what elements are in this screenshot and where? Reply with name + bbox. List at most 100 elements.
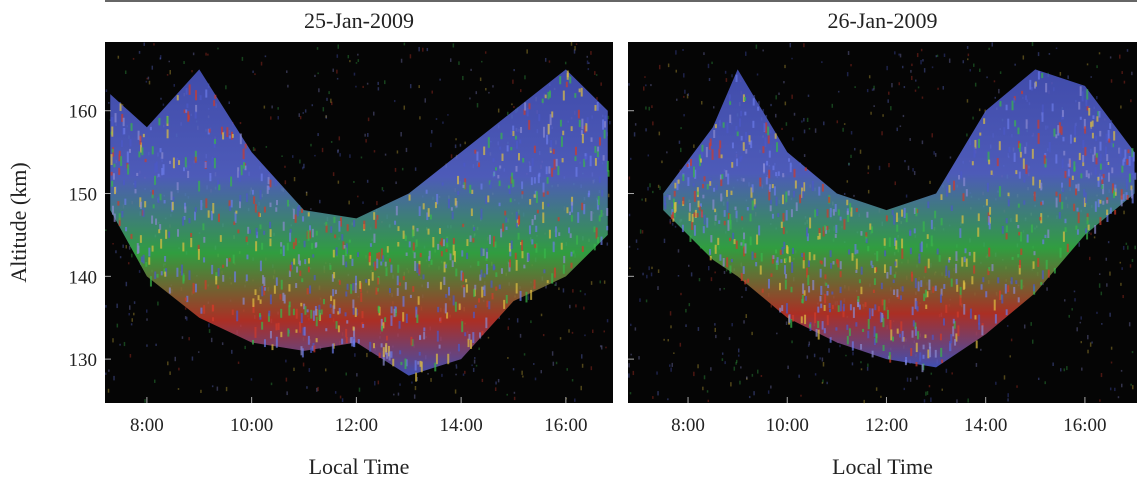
echo-speckle xyxy=(320,309,323,315)
echo-speckle xyxy=(402,296,405,307)
echo-speckle xyxy=(999,101,1002,107)
echo-speckle xyxy=(457,191,460,196)
noise-speckle xyxy=(133,312,135,316)
echo-speckle xyxy=(257,295,260,301)
echo-speckle xyxy=(597,146,600,152)
echo-speckle xyxy=(706,217,709,228)
echo-speckle xyxy=(288,301,291,308)
echo-speckle xyxy=(282,221,285,231)
echo-speckle xyxy=(368,252,371,263)
echo-speckle xyxy=(521,239,524,251)
echo-speckle xyxy=(205,198,208,209)
noise-speckle xyxy=(430,142,432,148)
echo-speckle xyxy=(828,308,831,313)
echo-speckle xyxy=(405,359,408,367)
echo-speckle xyxy=(1128,173,1131,183)
echo-speckle xyxy=(581,202,584,211)
noise-speckle xyxy=(1109,56,1112,59)
echo-speckle xyxy=(515,222,518,228)
noise-speckle xyxy=(645,106,647,110)
echo-speckle xyxy=(710,235,713,243)
echo-speckle xyxy=(114,186,117,195)
echo-speckle xyxy=(134,189,137,194)
noise-speckle xyxy=(1044,381,1046,385)
echo-speckle xyxy=(929,346,932,358)
echo-speckle xyxy=(478,162,481,168)
echo-speckle xyxy=(390,351,393,358)
echo-speckle xyxy=(299,270,302,277)
echo-speckle xyxy=(580,87,583,97)
echo-speckle xyxy=(709,181,712,186)
noise-speckle xyxy=(475,364,478,367)
echo-speckle xyxy=(962,280,965,290)
echo-speckle xyxy=(823,225,826,231)
echo-speckle xyxy=(1076,207,1079,212)
noise-speckle xyxy=(590,366,593,371)
echo-speckle xyxy=(1095,154,1098,165)
noise-speckle xyxy=(814,128,817,133)
echo-speckle xyxy=(699,203,702,207)
echo-speckle xyxy=(956,311,959,318)
echo-speckle xyxy=(818,186,821,196)
echo-speckle xyxy=(472,332,475,343)
echo-speckle xyxy=(829,337,832,343)
noise-speckle xyxy=(931,66,934,69)
echo-speckle xyxy=(1063,150,1066,156)
echo-speckle xyxy=(557,165,560,176)
noise-speckle xyxy=(301,166,304,170)
noise-speckle xyxy=(479,77,482,82)
echo-speckle xyxy=(694,209,697,218)
echo-speckle xyxy=(229,205,232,211)
echo-speckle xyxy=(1033,191,1036,202)
echo-speckle xyxy=(462,223,465,228)
echo-speckle xyxy=(493,266,496,270)
echo-speckle xyxy=(436,330,439,342)
echo-speckle xyxy=(801,182,804,192)
echo-speckle xyxy=(557,217,560,222)
echo-speckle xyxy=(405,313,408,324)
echo-speckle xyxy=(1101,179,1104,184)
noise-speckle xyxy=(646,274,648,279)
noise-speckle xyxy=(575,304,577,308)
echo-speckle xyxy=(1025,95,1028,100)
noise-speckle xyxy=(1119,261,1122,264)
echo-speckle xyxy=(1005,218,1008,224)
echo-speckle xyxy=(553,159,556,170)
echo-speckle xyxy=(388,288,391,293)
noise-speckle xyxy=(1132,385,1134,390)
echo-speckle xyxy=(821,183,824,192)
echo-speckle xyxy=(1048,141,1051,153)
echo-speckle xyxy=(192,282,195,294)
echo-speckle xyxy=(439,241,442,246)
echo-speckle xyxy=(753,198,756,207)
noise-speckle xyxy=(677,274,680,277)
noise-speckle xyxy=(642,272,644,276)
echo-speckle xyxy=(352,299,355,309)
echo-speckle xyxy=(881,299,884,306)
echo-speckle xyxy=(1086,216,1089,225)
echo-speckle xyxy=(586,117,589,124)
noise-speckle xyxy=(781,127,783,131)
echo-speckle xyxy=(479,332,482,338)
noise-speckle xyxy=(409,84,412,89)
noise-speckle xyxy=(1110,119,1113,122)
echo-speckle xyxy=(503,299,506,309)
echo-speckle xyxy=(825,282,828,286)
echo-speckle xyxy=(988,159,991,165)
noise-speckle xyxy=(735,359,738,363)
echo-speckle xyxy=(722,257,725,267)
noise-speckle xyxy=(394,167,397,172)
echo-speckle xyxy=(267,177,270,185)
echo-speckle xyxy=(818,227,821,235)
echo-speckle xyxy=(486,263,489,275)
noise-speckle xyxy=(1120,369,1123,372)
echo-speckle xyxy=(1053,267,1056,274)
noise-speckle xyxy=(898,82,900,86)
noise-speckle xyxy=(652,121,654,126)
echo-speckle xyxy=(1131,148,1134,158)
noise-speckle xyxy=(221,342,224,346)
noise-speckle xyxy=(803,154,806,157)
noise-speckle xyxy=(277,116,279,120)
noise-speckle xyxy=(1068,314,1070,318)
noise-speckle xyxy=(988,47,990,50)
